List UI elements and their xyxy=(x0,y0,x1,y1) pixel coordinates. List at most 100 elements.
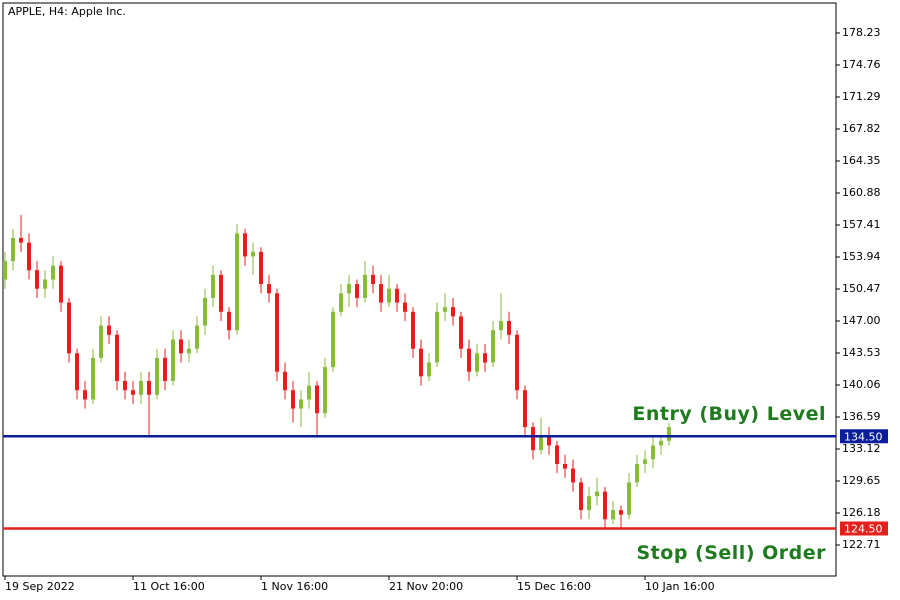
y-tick-label: 133.12 xyxy=(842,442,881,455)
candle-body xyxy=(347,284,351,294)
candle-body xyxy=(19,237,23,243)
candle-body xyxy=(411,311,415,349)
level-tag-label: 134.50 xyxy=(844,430,883,443)
candle-body xyxy=(635,463,639,483)
candle-body xyxy=(587,496,591,511)
y-tick-label: 129.65 xyxy=(842,474,881,487)
x-tick-label: 19 Sep 2022 xyxy=(5,580,75,593)
candle-body xyxy=(419,348,423,377)
candle-body xyxy=(35,270,39,289)
x-tick-label: 15 Dec 16:00 xyxy=(517,580,591,593)
y-tick-label: 174.76 xyxy=(842,58,881,71)
candle-body xyxy=(395,288,399,303)
candle-body xyxy=(139,380,143,395)
candle-body xyxy=(603,491,607,520)
candle-body xyxy=(403,302,407,312)
x-tick-label: 11 Oct 16:00 xyxy=(133,580,205,593)
candle-body xyxy=(467,348,471,372)
y-tick-label: 164.35 xyxy=(842,154,881,167)
candle-body xyxy=(187,348,191,354)
plot-frame xyxy=(2,2,837,577)
candle-body xyxy=(659,440,663,446)
y-tick-label: 167.82 xyxy=(842,122,881,135)
candle-body xyxy=(371,274,375,285)
candle-body xyxy=(555,445,559,464)
x-tick-label: 10 Jan 16:00 xyxy=(645,580,715,593)
candle-body xyxy=(459,316,463,349)
candle-body xyxy=(43,279,47,289)
candle-body xyxy=(243,233,247,257)
candle-body xyxy=(515,334,519,391)
candle-body xyxy=(107,325,111,335)
y-tick-label: 122.71 xyxy=(842,538,881,551)
candle-body xyxy=(443,307,447,312)
y-tick-label: 178.23 xyxy=(842,26,881,39)
candle-body xyxy=(483,353,487,363)
y-tick-label: 150.47 xyxy=(842,282,881,295)
candle-body xyxy=(667,427,671,441)
y-tick-label: 171.29 xyxy=(842,90,881,103)
candle-body xyxy=(451,307,455,317)
candle-body xyxy=(611,510,615,520)
candle-body xyxy=(75,353,79,391)
candle-body xyxy=(155,357,159,395)
y-tick-label: 140.06 xyxy=(842,378,881,391)
candle-body xyxy=(147,380,151,395)
candle-body xyxy=(627,482,631,515)
candle-body xyxy=(643,459,647,464)
candle-body xyxy=(99,325,103,358)
candle-body xyxy=(331,311,335,368)
y-tick-label: 136.59 xyxy=(842,410,881,423)
candle-body xyxy=(179,339,183,354)
candle-body xyxy=(91,357,95,400)
candle-body xyxy=(275,293,279,372)
candle-body xyxy=(507,320,511,335)
candle-body xyxy=(171,339,175,381)
y-tick-label: 157.41 xyxy=(842,218,881,231)
level-tag xyxy=(840,521,888,536)
candle-body xyxy=(59,265,63,303)
candle-body xyxy=(595,491,599,497)
level-tag-label: 124.50 xyxy=(844,523,883,536)
candle-body xyxy=(123,380,127,391)
level-annotation: Entry (Buy) Level xyxy=(632,403,826,425)
candle-body xyxy=(267,284,271,294)
candle-body xyxy=(251,251,255,257)
candle-body xyxy=(475,353,479,372)
candle-body xyxy=(227,311,231,331)
candle-body xyxy=(363,274,367,298)
candle-body xyxy=(579,482,583,511)
candle-body xyxy=(291,390,295,409)
candle-body xyxy=(387,288,391,303)
candle-body xyxy=(307,385,311,400)
candle-body xyxy=(115,334,119,381)
candle-body xyxy=(339,293,343,312)
candle-body xyxy=(3,261,7,280)
candle-body xyxy=(195,325,199,349)
candle-body xyxy=(83,390,87,400)
candle-body xyxy=(51,265,55,280)
candle-body xyxy=(619,510,623,515)
candle-body xyxy=(259,251,263,285)
x-tick-label: 21 Nov 20:00 xyxy=(389,580,463,593)
candle-body xyxy=(283,371,287,391)
candle-body xyxy=(651,445,655,460)
level-tag xyxy=(840,429,888,444)
candle-body xyxy=(323,367,327,414)
y-tick-label: 160.88 xyxy=(842,186,881,199)
candle-body xyxy=(219,274,223,312)
candle-body xyxy=(163,357,167,381)
candle-body xyxy=(547,436,551,446)
candle-body xyxy=(523,390,527,428)
candle-body xyxy=(299,399,303,409)
candle-body xyxy=(435,311,439,363)
y-tick-label: 143.53 xyxy=(842,346,881,359)
y-tick-label: 153.94 xyxy=(842,250,881,263)
candle-body xyxy=(235,233,239,331)
y-tick-label: 147.00 xyxy=(842,314,881,327)
chart-title: APPLE, H4: Apple Inc. xyxy=(8,5,126,18)
candle-body xyxy=(11,237,15,262)
candle-body xyxy=(203,297,207,326)
candle-body xyxy=(131,390,135,395)
candle-body xyxy=(27,242,31,271)
